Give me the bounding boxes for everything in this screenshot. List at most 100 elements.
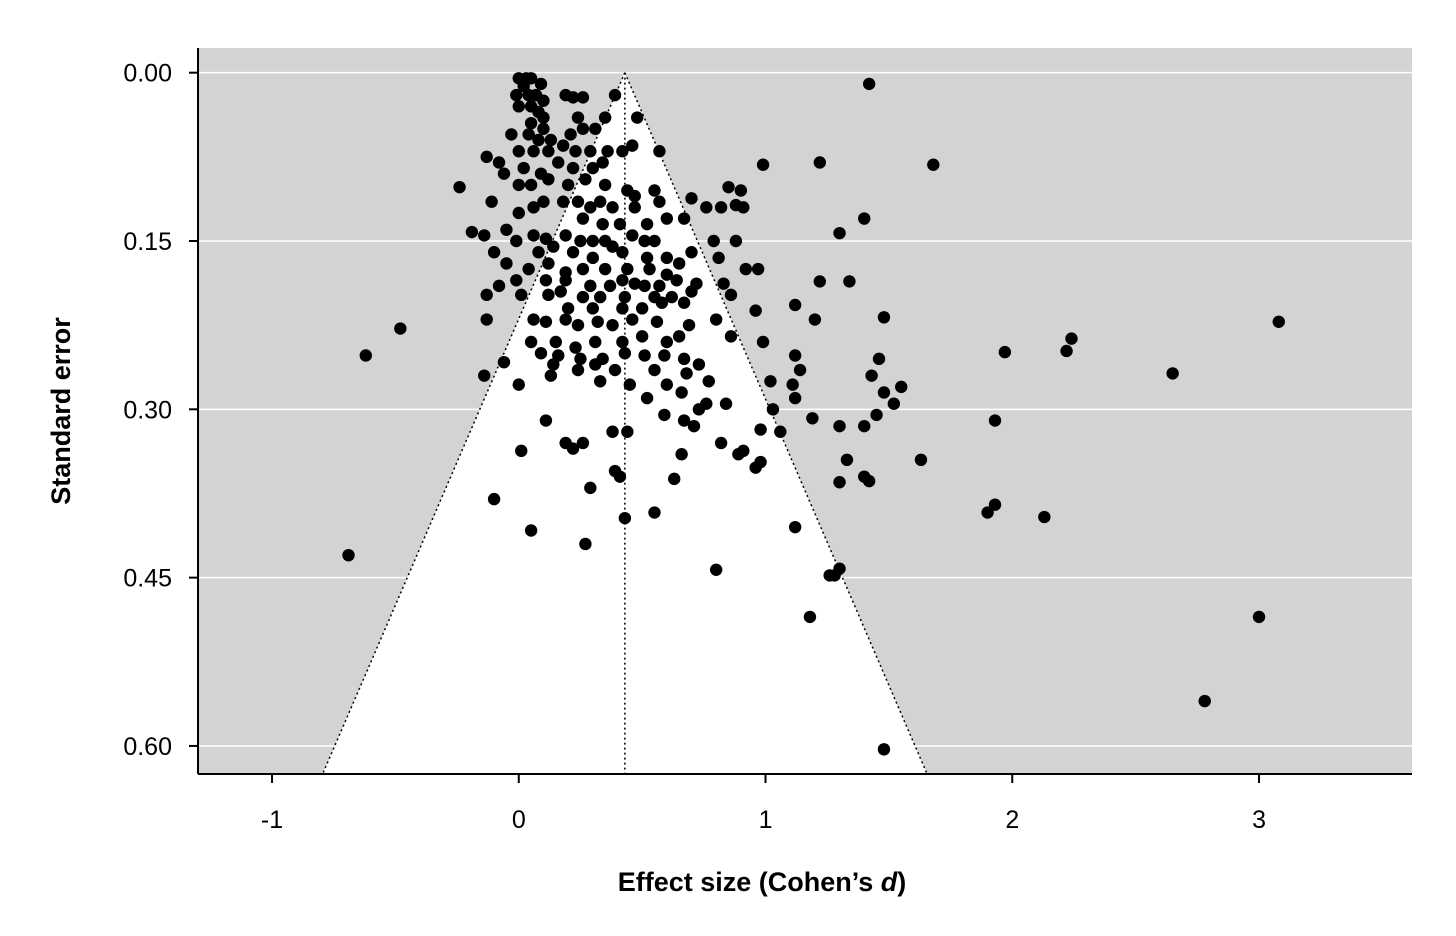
data-point — [655, 296, 669, 309]
data-point — [532, 246, 545, 259]
data-point — [640, 217, 654, 231]
data-point — [722, 180, 735, 194]
data-point — [862, 474, 876, 488]
data-point — [616, 302, 629, 315]
data-point — [621, 262, 634, 276]
data-point — [510, 274, 523, 287]
data-point — [658, 408, 671, 422]
data-point — [660, 212, 674, 225]
data-point — [606, 201, 619, 214]
data-point — [586, 234, 599, 248]
y-ticks: 0.00 0.15 0.30 0.45 0.60 — [123, 60, 198, 761]
data-point — [589, 335, 602, 349]
data-point — [685, 285, 698, 298]
data-point — [598, 178, 612, 192]
data-point — [566, 246, 580, 259]
data-point — [524, 116, 538, 130]
data-point — [616, 274, 629, 287]
x-tick-label: 0 — [512, 806, 526, 834]
data-point — [539, 232, 553, 245]
data-point — [872, 352, 886, 366]
data-point — [569, 145, 582, 158]
data-point — [596, 156, 609, 169]
data-point — [606, 240, 619, 253]
data-point — [542, 173, 555, 186]
data-point — [616, 335, 629, 349]
data-point — [522, 262, 535, 276]
x-axis-title: Effect size (Cohen’s d) — [618, 867, 907, 897]
data-point — [554, 285, 567, 298]
data-point — [1252, 610, 1266, 624]
data-point — [737, 444, 750, 458]
data-point — [534, 77, 548, 91]
data-point — [552, 156, 565, 169]
data-point — [497, 167, 511, 180]
data-point — [709, 313, 723, 326]
data-point — [877, 743, 891, 756]
data-point — [505, 128, 518, 141]
data-point — [665, 290, 678, 304]
data-point — [660, 378, 674, 391]
data-point — [574, 234, 587, 248]
data-point — [571, 111, 585, 124]
data-point — [601, 145, 614, 158]
data-point — [539, 274, 553, 287]
data-point — [843, 275, 856, 288]
x-tick-label: 3 — [1252, 806, 1266, 834]
data-point — [589, 358, 602, 371]
data-point — [709, 563, 723, 576]
data-point — [981, 506, 994, 519]
gridlines — [198, 71, 1412, 747]
x-tick-label: -1 — [261, 806, 283, 834]
y-tick-label: 0.60 — [123, 733, 172, 761]
data-point — [394, 322, 407, 335]
data-point — [865, 369, 878, 382]
data-point — [788, 391, 802, 405]
data-point — [813, 275, 827, 288]
data-point — [522, 128, 535, 141]
data-point — [833, 226, 846, 240]
data-point — [500, 223, 513, 236]
data-point — [537, 122, 550, 135]
data-point — [682, 318, 696, 332]
data-point — [887, 397, 901, 410]
data-point — [515, 444, 528, 458]
data-point — [512, 100, 525, 113]
data-point — [586, 161, 599, 175]
data-point — [988, 498, 1002, 511]
data-point — [648, 506, 661, 519]
data-point — [566, 161, 580, 175]
data-point — [724, 288, 738, 302]
data-point — [584, 481, 597, 495]
data-point — [648, 184, 661, 197]
data-point — [542, 288, 555, 302]
data-point — [766, 403, 780, 416]
data-point — [571, 363, 585, 377]
data-point — [621, 425, 634, 438]
data-point — [564, 128, 577, 141]
y-tick-label: 0.45 — [123, 565, 172, 593]
data-point — [603, 279, 617, 293]
data-point — [613, 217, 627, 231]
data-point — [478, 229, 491, 242]
data-point — [653, 195, 666, 208]
data-point — [492, 279, 506, 293]
data-point — [539, 414, 553, 427]
data-point — [485, 195, 498, 208]
data-point — [342, 548, 355, 562]
data-point — [626, 313, 639, 326]
data-point — [700, 201, 713, 214]
data-point — [556, 139, 570, 152]
data-point — [618, 511, 632, 525]
data-point — [566, 91, 580, 104]
y-tick-label: 0.30 — [123, 396, 172, 424]
data-point — [527, 201, 540, 214]
data-point — [549, 335, 562, 349]
data-point — [734, 184, 748, 197]
data-point — [576, 122, 590, 135]
data-point — [702, 375, 715, 388]
data-point — [584, 145, 597, 158]
data-point — [658, 349, 671, 362]
data-point — [534, 347, 548, 360]
